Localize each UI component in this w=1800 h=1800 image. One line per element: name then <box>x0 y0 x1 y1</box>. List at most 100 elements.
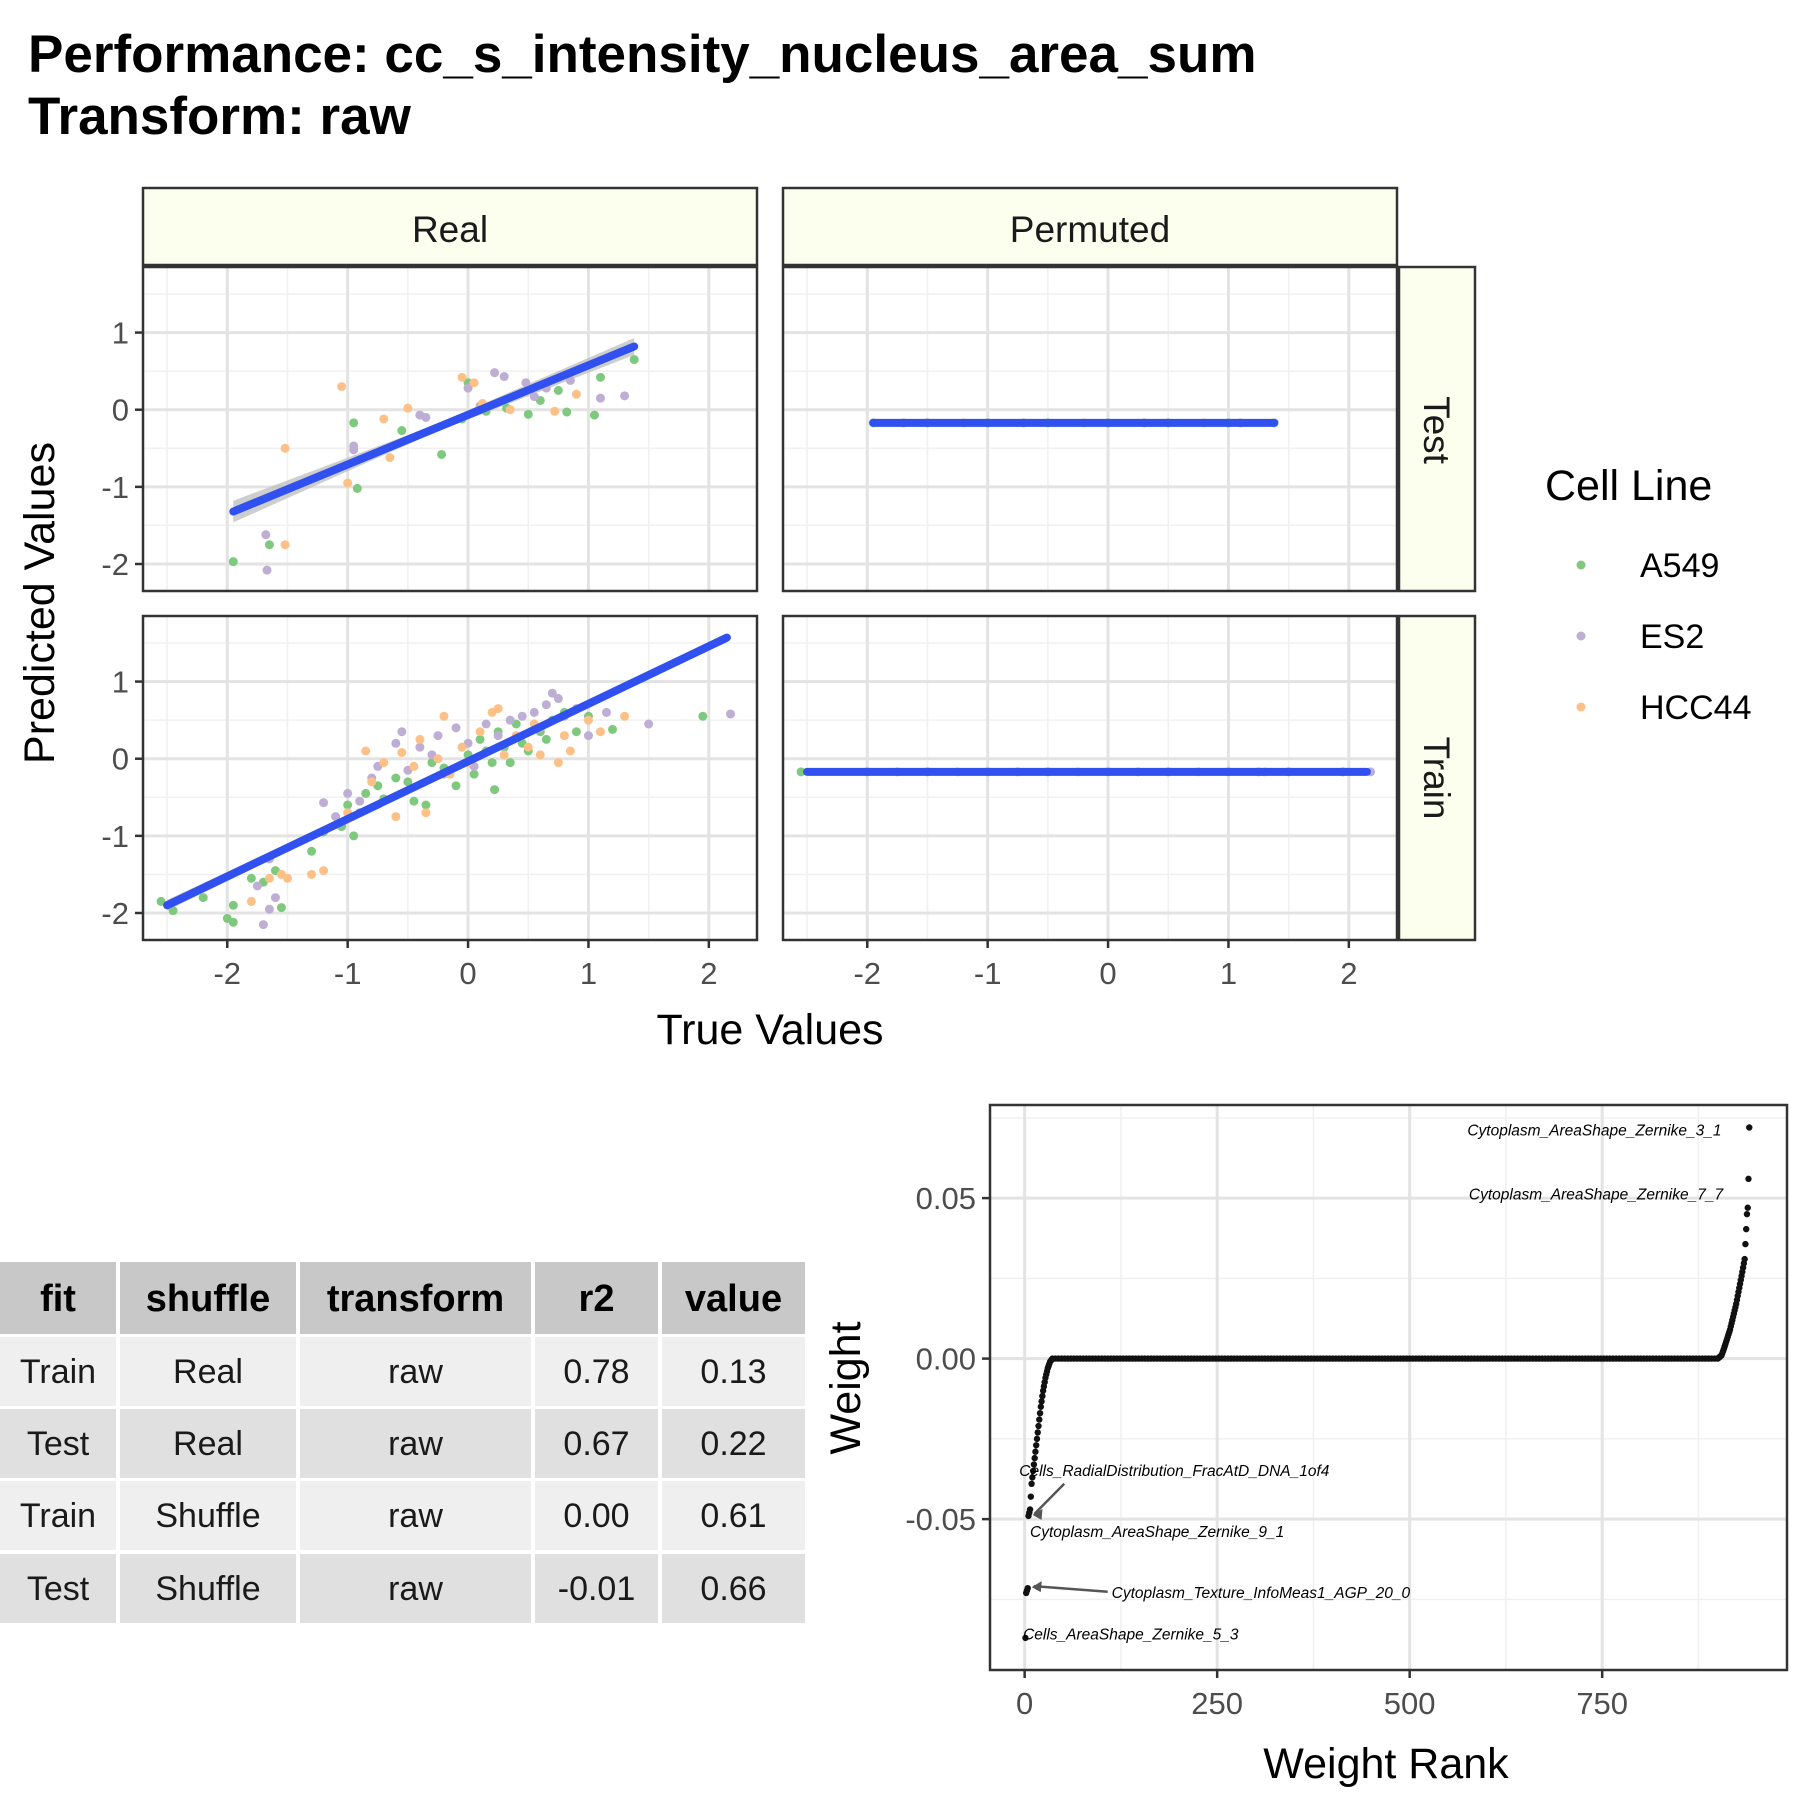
table-cell-bg <box>662 1409 805 1478</box>
table-cell-bg <box>535 1337 658 1406</box>
weight-point <box>1742 1240 1749 1248</box>
data-point-hcc44 <box>457 742 467 752</box>
data-point-es2 <box>331 812 341 822</box>
table-cell-bg <box>300 1554 531 1623</box>
table-cell-bg <box>0 1554 116 1623</box>
weight-point <box>1038 1398 1045 1405</box>
y-tick-label: -2 <box>101 896 129 931</box>
data-point-a549 <box>796 767 806 777</box>
weight-point <box>1745 1175 1752 1183</box>
table-cell-bg <box>300 1481 531 1550</box>
data-point-es2 <box>252 881 262 891</box>
data-point-es2 <box>343 788 353 798</box>
data-point-hcc44 <box>337 382 347 392</box>
strip-col-real <box>141 186 759 267</box>
weight-point <box>1037 1403 1045 1410</box>
data-point-es2 <box>433 731 443 741</box>
data-point-a549 <box>421 800 431 810</box>
data-point-es2 <box>505 715 515 725</box>
data-point-es2 <box>261 530 271 540</box>
weight-point <box>1036 1416 1043 1423</box>
data-point-es2 <box>391 738 401 748</box>
table-cell-bg <box>0 1409 116 1478</box>
table-cell-bg <box>120 1337 296 1406</box>
annotation-arrowhead <box>1031 1581 1042 1593</box>
data-point-hcc44 <box>439 711 449 721</box>
data-point-es2 <box>602 707 612 717</box>
x-tick-label: 2 <box>700 956 717 991</box>
strip-row-train <box>1397 614 1477 942</box>
table-cell: Shuffle <box>155 1497 260 1535</box>
x-axis-title-facets: True Values <box>656 1006 883 1054</box>
data-point-a549 <box>198 893 208 903</box>
table-header-transform: transform <box>327 1278 504 1320</box>
table-cell: raw <box>388 1353 443 1391</box>
weight-point <box>1030 1461 1038 1468</box>
weight-point <box>1031 1454 1038 1462</box>
table-cell-bg <box>662 1337 805 1406</box>
table-cell: raw <box>388 1497 443 1535</box>
data-point-hcc44 <box>367 777 377 787</box>
data-point-a549 <box>168 906 178 916</box>
annotation-label: Cytoplasm_AreaShape_Zernike_7_7 <box>1469 1187 1725 1204</box>
data-point-hcc44 <box>282 873 292 883</box>
weight-point <box>1746 1124 1753 1131</box>
panel-real-train: -2 -1 0 1 -2 -1 0 1 2 <box>101 614 759 991</box>
panel-border <box>141 265 759 593</box>
data-point-a549 <box>595 372 605 382</box>
data-point-hcc44 <box>307 869 317 879</box>
data-point-es2 <box>397 727 407 737</box>
x-tick-label: -1 <box>974 956 1002 991</box>
table-cell-bg <box>120 1481 296 1550</box>
data-point-a549 <box>343 800 353 810</box>
table-cell-bg <box>0 1481 116 1550</box>
legend-key-hcc44 <box>1576 702 1586 712</box>
data-point-a549 <box>246 873 256 883</box>
strip-label-real: Real <box>412 209 488 250</box>
table-header-cell <box>300 1262 531 1334</box>
data-point-es2 <box>553 694 563 704</box>
data-point-hcc44 <box>469 378 479 388</box>
x-tick-label: -1 <box>334 956 362 991</box>
table-cell-bg <box>300 1337 531 1406</box>
data-point-hcc44 <box>595 727 605 737</box>
panel-permuted-test <box>781 265 1399 593</box>
data-point-hcc44 <box>505 405 515 415</box>
table-header-cell <box>662 1262 805 1334</box>
table-cell: 0.00 <box>563 1497 629 1535</box>
y-tick-label: -2 <box>101 547 129 582</box>
legend-title: Cell Line <box>1545 462 1712 510</box>
weight-point <box>1035 1422 1042 1430</box>
data-point-es2 <box>541 700 551 710</box>
table-header-cell <box>120 1262 296 1334</box>
data-point-a549 <box>276 903 286 913</box>
data-point-hcc44 <box>559 731 569 741</box>
data-point-es2 <box>490 368 500 378</box>
data-point-a549 <box>523 409 533 419</box>
y-tick-label: 1 <box>112 665 129 700</box>
data-point-a549 <box>391 773 401 783</box>
data-point-es2 <box>547 688 557 698</box>
weight-point <box>1741 1255 1748 1263</box>
table-cell-bg <box>120 1554 296 1623</box>
table-cell: Train <box>20 1497 96 1535</box>
table-cell: 0.22 <box>700 1425 766 1463</box>
table-header-cell <box>535 1262 658 1334</box>
table-cell: 0.78 <box>563 1353 629 1391</box>
weight-point <box>1026 1506 1034 1513</box>
table-header-value: value <box>685 1278 782 1320</box>
figure-title-line1: Performance: cc_s_intensity_nucleus_area… <box>28 25 1256 84</box>
data-point-hcc44 <box>535 750 545 760</box>
strip-col-permuted <box>781 186 1399 267</box>
x-tick-label: 750 <box>1576 1686 1628 1721</box>
weight-point <box>1744 1204 1751 1211</box>
table-cell: 0.66 <box>700 1570 766 1608</box>
x-tick-label: -2 <box>853 956 881 991</box>
data-point-hcc44 <box>246 896 256 906</box>
annotation-arrow <box>1033 1584 1108 1594</box>
weight-point <box>1029 1467 1037 1475</box>
panel-permuted-train: -2 -1 0 1 2 <box>781 614 1399 991</box>
data-point-hcc44 <box>421 808 431 818</box>
y-tick-label: 0.05 <box>916 1181 976 1216</box>
table-cell: Test <box>27 1570 90 1608</box>
